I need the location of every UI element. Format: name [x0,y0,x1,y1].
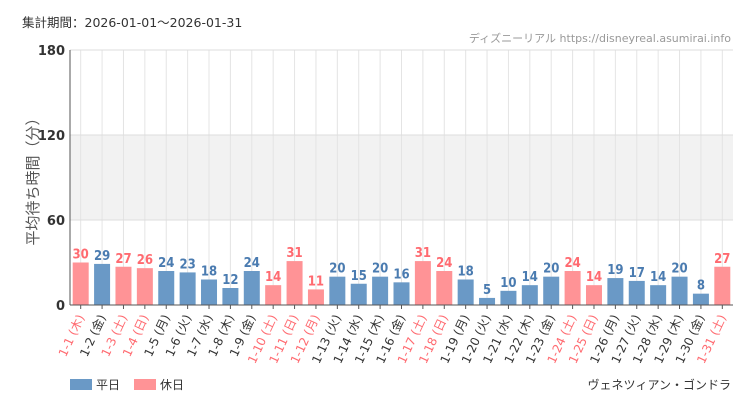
data-label: 17 [629,266,645,281]
bar [286,261,303,305]
bar [72,262,89,305]
bar [201,279,218,305]
bar [243,271,260,305]
data-label: 14 [522,270,538,285]
bar [671,276,688,305]
data-label: 27 [115,252,131,267]
bar [607,278,624,305]
bar [414,261,431,305]
bar [650,285,667,305]
bar [350,283,367,305]
bar [136,268,153,305]
data-label: 12 [222,273,238,288]
data-label: 20 [372,262,388,277]
legend-swatch-weekday [70,379,92,390]
bar [436,271,453,305]
credit-label: ディズニーリアル https://disneyreal.asumirai.inf… [469,31,731,45]
data-label: 14 [586,270,602,285]
data-label: 16 [393,267,409,282]
bar [714,266,731,305]
y-tick-label: 180 [38,44,65,59]
data-label: 14 [265,270,281,285]
bar [521,285,538,305]
y-tick-label: 60 [47,214,65,229]
legend-swatch-holiday [134,379,156,390]
data-label: 26 [137,253,153,268]
data-label: 20 [543,262,559,277]
y-tick-label: 0 [56,299,65,314]
bar [628,280,645,305]
data-label: 18 [458,265,474,280]
y-axis-label: 平均待ち時間（分） [24,110,42,245]
attraction-name: ヴェネツィアン・ゴンドラ [587,377,731,392]
data-label: 31 [286,246,302,261]
data-label: 23 [179,257,195,272]
bar [457,279,474,305]
data-label: 24 [158,256,174,271]
legend-label-holiday: 休日 [160,378,184,392]
bar [692,293,709,305]
data-label: 20 [329,262,345,277]
bar [329,276,346,305]
bar [222,288,239,305]
bar [585,285,602,305]
bar [393,282,410,305]
bar [115,266,132,305]
bar [158,271,175,305]
data-label: 5 [483,283,491,298]
bar [479,297,496,305]
bar [94,263,111,305]
bar [500,290,517,305]
data-label: 29 [94,249,110,264]
data-label: 14 [650,270,666,285]
bar [307,289,324,305]
y-tick-label: 120 [38,129,65,144]
data-label: 24 [564,256,580,271]
data-label: 24 [436,256,452,271]
data-label: 27 [714,252,730,267]
data-label: 20 [671,262,687,277]
bar [543,276,560,305]
period-label: 集計期間：2026-01-01～2026-01-31 [22,15,242,30]
data-label: 30 [73,248,89,263]
data-label: 11 [308,274,324,289]
legend-label-weekday: 平日 [96,378,120,392]
bar [179,272,196,305]
bar [265,285,282,305]
data-label: 18 [201,265,217,280]
data-label: 8 [697,279,705,294]
data-label: 15 [351,269,367,284]
data-label: 10 [500,276,516,291]
bar [372,276,389,305]
data-label: 24 [244,256,260,271]
data-label: 19 [607,263,623,278]
data-label: 31 [415,246,431,261]
bar [564,271,581,305]
